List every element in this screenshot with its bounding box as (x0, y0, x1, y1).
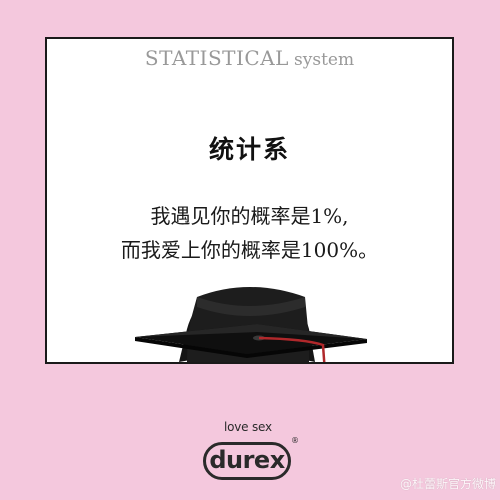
logo-brand-text: durex (209, 446, 285, 474)
header-word-statistical: STATISTICAL (144, 46, 289, 70)
logo-oval: durex (203, 442, 291, 480)
body-line-1: 我遇见你的概率是1%, (150, 204, 349, 228)
poster-body: 我遇见你的概率是1%, 而我爱上你的概率是100%。 (47, 199, 452, 267)
logo-slogan: love sex (224, 420, 272, 434)
registered-mark: ® (291, 436, 299, 445)
weibo-watermark: @杜蕾斯官方微博 (399, 477, 496, 491)
durex-logo: love sex durex ® (200, 420, 310, 492)
poster-title: 统计系 (208, 135, 290, 164)
graduation-cap-icon (135, 287, 367, 362)
poster-card: STATISTICAL system 统计系 我遇见你的概率是1%, 而我爱上你… (45, 37, 454, 364)
header-word-system: system (294, 50, 355, 70)
poster-header: STATISTICAL system (47, 46, 452, 70)
body-line-2: 而我爱上你的概率是100%。 (120, 238, 379, 262)
